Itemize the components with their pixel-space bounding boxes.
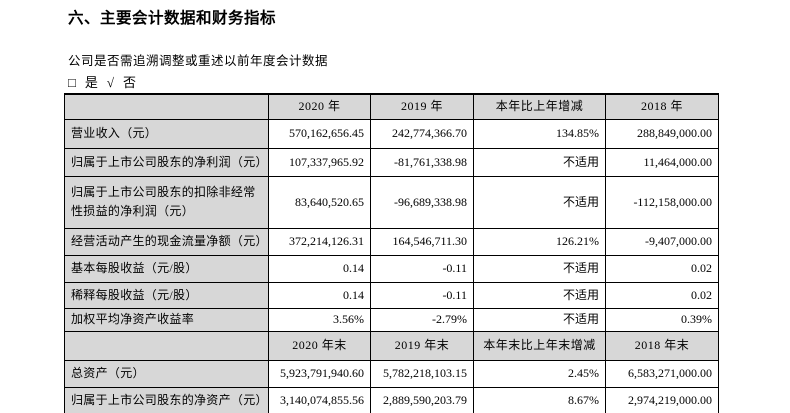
value-cell: 372,214,126.31 [268,227,371,256]
table-row: 经营活动产生的现金流量净额（元） 372,214,126.31 164,546,71… [64,227,719,256]
checkbox-yes-icon: □ [68,75,76,90]
value-cell: 5,782,218,103.15 [370,359,474,388]
checkmark-no-icon: √ [106,75,115,90]
value-cell: -2.79% [370,307,474,332]
value-cell: 2,889,590,203.79 [370,386,474,413]
value-cell: 0.14 [268,281,371,309]
value-cell: 不适用 [473,307,606,332]
value-cell: 3.56% [268,307,371,332]
value-cell: 不适用 [473,254,606,283]
table-row: 营业收入（元） 570,162,656.45 242,774,366.70 134.8… [64,118,719,149]
value-cell: 83,640,520.65 [268,175,371,229]
value-cell: -0.11 [370,254,474,283]
value-cell: -0.11 [370,281,474,309]
row-label-cell: 归属于上市公司股东的扣除非经常性损益的净利润（元） [64,175,269,229]
header-empty-cell [64,330,269,361]
value-cell: 2.45% [473,359,606,388]
row-label-cell: 归属于上市公司股东的净资产（元） [64,386,269,413]
table-row: 稀释每股收益（元/股） 0.14 -0.11 不适用 0.02 [64,281,719,309]
value-cell: 5,923,791,940.60 [268,359,371,388]
table-row: 加权平均净资产收益率 3.56% -2.79% 不适用 0.39% [64,307,719,332]
value-cell: -96,689,338.98 [370,175,474,229]
value-cell: 134.85% [473,118,606,149]
value-cell: 570,162,656.45 [268,118,371,149]
value-cell: 164,546,711.30 [370,227,474,256]
header-empty-cell [64,93,269,120]
value-cell: 0.14 [268,254,371,283]
value-cell: -9,407,000.00 [605,227,719,256]
table-header-row: 2020 年末 2019 年末 本年末比上年末增减 2018 年末 [64,330,719,361]
header-cell: 2019 年 [370,93,474,120]
header-cell: 2020 年末 [268,330,371,361]
row-label-cell: 稀释每股收益（元/股） [64,281,269,309]
row-label-cell: 营业收入（元） [64,118,269,149]
value-cell: 107,337,965.92 [268,147,371,177]
value-cell: 0.39% [605,307,719,332]
restatement-checkbox-line: □ 是 √ 否 [68,72,145,91]
value-cell: 8.67% [473,386,606,413]
value-cell: 3,140,074,855.56 [268,386,371,413]
header-cell: 本年末比上年末增减 [473,330,606,361]
header-cell: 2018 年 [605,93,719,120]
checkbox-yes-label: 是 [84,75,98,90]
value-cell: 2,974,219,000.00 [605,386,719,413]
value-cell: 不适用 [473,281,606,309]
table-row: 总资产（元） 5,923,791,940.60 5,782,218,103.15 2.… [64,359,719,388]
value-cell: 288,849,000.00 [605,118,719,149]
value-cell: -81,761,338.98 [370,147,474,177]
value-cell: 不适用 [473,147,606,177]
table-row: 归属于上市公司股东的净利润（元） 107,337,965.92 -81,761,33… [64,147,719,177]
section-title: 六、主要会计数据和财务指标 [68,10,277,27]
row-label-cell: 加权平均净资产收益率 [64,307,269,332]
value-cell: 242,774,366.70 [370,118,474,149]
restatement-question: 公司是否需追溯调整或重述以前年度会计数据 [68,54,329,68]
value-cell: -112,158,000.00 [605,175,719,229]
value-cell: 不适用 [473,175,606,229]
key-financials-table: 2020 年 2019 年本年比上年增减 2018 年营业收入（元） 570,162,… [64,93,719,413]
value-cell: 0.02 [605,254,719,283]
table-header-row: 2020 年 2019 年本年比上年增减 2018 年 [64,93,719,120]
value-cell: 6,583,271,000.00 [605,359,719,388]
header-cell: 2018 年末 [605,330,719,361]
row-label-cell: 经营活动产生的现金流量净额（元） [64,227,269,256]
header-cell: 本年比上年增减 [473,93,606,120]
checkbox-no-label: 否 [123,75,137,90]
table-row: 基本每股收益（元/股） 0.14 -0.11 不适用 0.02 [64,254,719,283]
row-label-cell: 基本每股收益（元/股） [64,254,269,283]
table-row: 归属于上市公司股东的净资产（元） 3,140,074,855.56 2,889,59… [64,386,719,413]
header-cell: 2019 年末 [370,330,474,361]
row-label-cell: 归属于上市公司股东的净利润（元） [64,147,269,177]
table-row: 归属于上市公司股东的扣除非经常性损益的净利润（元） 83,640,520.65 -9… [64,175,719,229]
value-cell: 11,464,000.00 [605,147,719,177]
value-cell: 0.02 [605,281,719,309]
value-cell: 126.21% [473,227,606,256]
header-cell: 2020 年 [268,93,371,120]
row-label-cell: 总资产（元） [64,359,269,388]
